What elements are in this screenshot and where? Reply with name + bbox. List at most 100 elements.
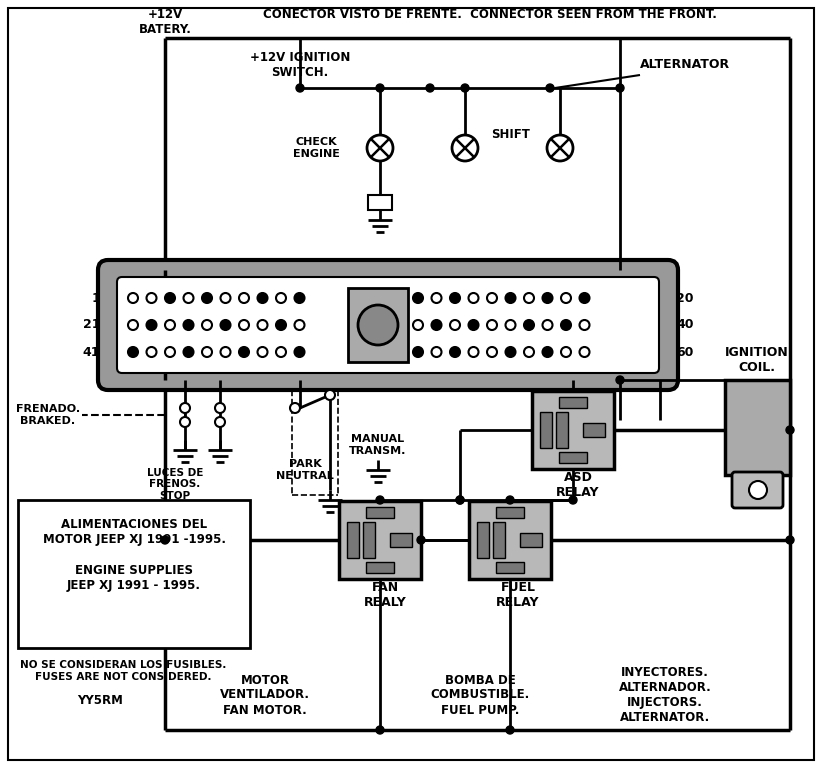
Bar [540, 412, 552, 448]
Circle shape [239, 293, 249, 303]
Circle shape [456, 496, 464, 504]
Circle shape [146, 320, 156, 330]
Circle shape [128, 347, 138, 357]
Text: FUEL
RELAY: FUEL RELAY [496, 581, 540, 609]
Circle shape [290, 403, 300, 413]
Circle shape [786, 426, 794, 434]
Text: 20: 20 [676, 292, 694, 304]
Circle shape [569, 496, 577, 504]
Circle shape [506, 726, 514, 734]
Bar [496, 562, 524, 573]
Circle shape [413, 293, 423, 303]
Text: 30: 30 [520, 519, 533, 529]
Text: 85: 85 [396, 562, 409, 572]
FancyBboxPatch shape [732, 472, 783, 508]
Circle shape [146, 293, 156, 303]
Circle shape [276, 347, 286, 357]
Text: 1: 1 [91, 292, 100, 304]
Circle shape [202, 320, 212, 330]
Circle shape [165, 320, 175, 330]
Circle shape [487, 320, 497, 330]
Text: 87: 87 [343, 558, 357, 568]
Text: FAN
REALY: FAN REALY [363, 581, 406, 609]
Circle shape [487, 293, 497, 303]
Circle shape [183, 293, 193, 303]
FancyBboxPatch shape [98, 260, 678, 390]
Circle shape [506, 293, 515, 303]
Bar [368, 195, 392, 210]
Bar [18, 500, 250, 648]
Text: FRENADO.
BRAKED.: FRENADO. BRAKED. [16, 404, 80, 425]
Circle shape [524, 347, 534, 357]
Text: 30: 30 [390, 519, 404, 529]
Circle shape [506, 347, 515, 357]
Text: +12V
BATERY.: +12V BATERY. [139, 8, 192, 36]
Bar [390, 533, 412, 547]
Circle shape [561, 320, 571, 330]
Text: MOTOR
VENTILADOR.
FAN MOTOR.: MOTOR VENTILADOR. FAN MOTOR. [220, 674, 310, 717]
Circle shape [487, 347, 497, 357]
Circle shape [543, 293, 552, 303]
Text: 30: 30 [583, 409, 597, 419]
Circle shape [220, 320, 230, 330]
Circle shape [276, 293, 286, 303]
Circle shape [161, 536, 169, 544]
Bar [339, 501, 421, 579]
Circle shape [749, 481, 767, 499]
Circle shape [220, 347, 230, 357]
Circle shape [547, 135, 573, 161]
Text: 86: 86 [589, 398, 603, 408]
Circle shape [376, 496, 384, 504]
Circle shape [180, 417, 190, 427]
Circle shape [257, 347, 267, 357]
Text: 86: 86 [396, 508, 409, 518]
Circle shape [469, 347, 478, 357]
Circle shape [543, 320, 552, 330]
Circle shape [450, 293, 460, 303]
Bar [725, 380, 790, 475]
Circle shape [183, 320, 193, 330]
Bar [363, 522, 375, 558]
Circle shape [202, 347, 212, 357]
Circle shape [239, 347, 249, 357]
Circle shape [296, 84, 304, 92]
Bar [520, 533, 542, 547]
Circle shape [432, 347, 441, 357]
Circle shape [165, 293, 175, 303]
Circle shape [276, 320, 286, 330]
Circle shape [413, 320, 423, 330]
Text: +12V IGNITION
SWITCH.: +12V IGNITION SWITCH. [250, 51, 350, 79]
Text: 85: 85 [526, 562, 539, 572]
Text: 87: 87 [536, 448, 550, 458]
Circle shape [128, 320, 138, 330]
Circle shape [432, 320, 441, 330]
Bar [348, 288, 408, 362]
Circle shape [506, 320, 515, 330]
Circle shape [456, 496, 464, 504]
FancyBboxPatch shape [117, 277, 659, 373]
Circle shape [546, 84, 554, 92]
Text: 60: 60 [676, 346, 694, 359]
Text: 87: 87 [473, 558, 487, 568]
Text: 85: 85 [589, 452, 603, 462]
Text: YY5RM: YY5RM [77, 694, 123, 707]
Circle shape [524, 293, 534, 303]
Text: 21: 21 [82, 319, 100, 332]
Circle shape [580, 320, 589, 330]
Circle shape [469, 320, 478, 330]
Circle shape [376, 726, 384, 734]
Circle shape [294, 293, 304, 303]
Bar [496, 507, 524, 518]
Text: MANUAL
TRANSM.: MANUAL TRANSM. [349, 434, 407, 455]
Text: ALIMENTACIONES DEL
MOTOR JEEP XJ 1991 -1995.

ENGINE SUPPLIES
JEEP XJ 1991 - 199: ALIMENTACIONES DEL MOTOR JEEP XJ 1991 -1… [43, 518, 225, 591]
Text: BOMBA DE
COMBUSTIBLE.
FUEL PUMP.: BOMBA DE COMBUSTIBLE. FUEL PUMP. [431, 674, 529, 717]
Circle shape [616, 84, 624, 92]
Circle shape [452, 135, 478, 161]
Bar [366, 507, 394, 518]
Circle shape [294, 320, 304, 330]
Circle shape [506, 496, 514, 504]
Circle shape [325, 390, 335, 400]
Circle shape [215, 403, 225, 413]
Bar [559, 452, 587, 463]
Text: INYECTORES.
ALTERNADOR.
INJECTORS.
ALTERNATOR.: INYECTORES. ALTERNADOR. INJECTORS. ALTER… [619, 666, 711, 724]
